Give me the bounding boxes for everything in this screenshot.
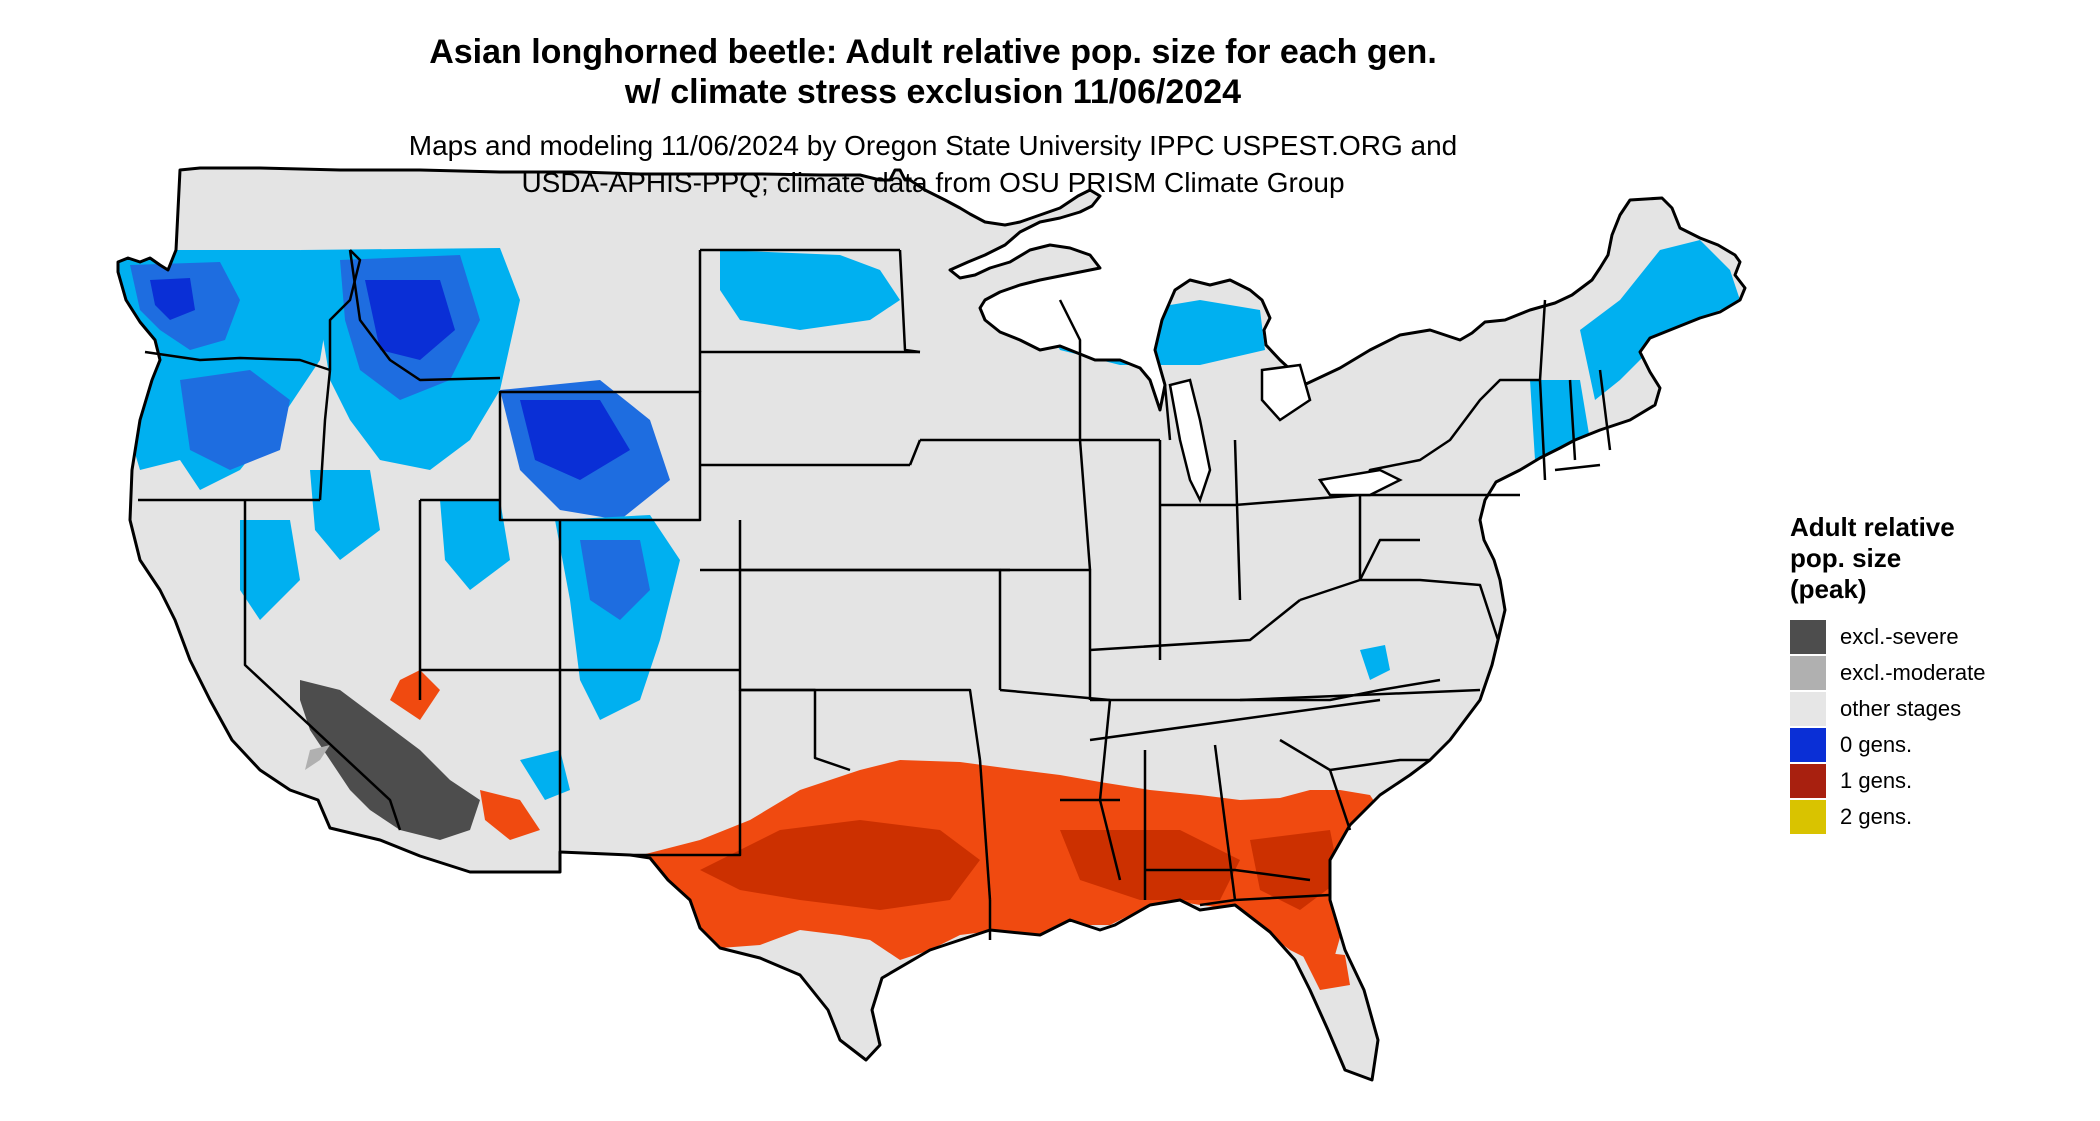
- legend-item: excl.-severe: [1790, 619, 2080, 655]
- zero-gens-region-northwest: [118, 240, 1740, 800]
- us-border: [116, 166, 1747, 1082]
- chart-subtitle-line2: USDA-APHIS-PPQ; climate data from OSU PR…: [521, 167, 1345, 198]
- legend: Adult relative pop. size (peak) excl.-se…: [1790, 512, 2080, 835]
- legend-label: excl.-moderate: [1840, 660, 1986, 685]
- legend-label: 2 gens.: [1840, 804, 1913, 829]
- legend-label: 1 gens.: [1840, 768, 1913, 793]
- legend-swatch: [1790, 656, 1826, 690]
- one-gen-region-south: [630, 760, 1380, 990]
- chart-title-line2: w/ climate stress exclusion 11/06/2024: [624, 73, 1242, 111]
- legend-item: excl.-moderate: [1790, 655, 2080, 691]
- legend-item: 0 gens.: [1790, 727, 2080, 763]
- chart-title-line1: Asian longhorned beetle: Adult relative …: [429, 33, 1437, 71]
- legend-item: 1 gens.: [1790, 763, 2080, 799]
- great-lakes: [1168, 363, 1403, 504]
- legend-label: 0 gens.: [1840, 732, 1913, 757]
- legend-item: other stages: [1790, 691, 2080, 727]
- legend-item: 2 gens.: [1790, 799, 2080, 835]
- legend-title-line1: Adult relative: [1790, 512, 1955, 542]
- state-borders: [138, 248, 1612, 940]
- legend-swatch: [1790, 800, 1826, 834]
- legend-label: other stages: [1840, 696, 1962, 721]
- legend-swatch: [1790, 764, 1826, 798]
- legend-swatch: [1790, 692, 1826, 726]
- legend-title-line3: (peak): [1790, 574, 1867, 604]
- legend-title-line2: pop. size: [1790, 543, 1902, 573]
- legend-swatch: [1790, 620, 1826, 654]
- legend-items: excl.-severe excl.-moderate other stages 0 …: [1790, 619, 2080, 835]
- chart-subtitle-line1: Maps and modeling 11/06/2024 by Oregon S…: [408, 130, 1458, 161]
- legend-swatch: [1790, 728, 1826, 762]
- exclusion-region-southwest: [300, 670, 540, 840]
- legend-label: excl.-severe: [1840, 624, 1959, 649]
